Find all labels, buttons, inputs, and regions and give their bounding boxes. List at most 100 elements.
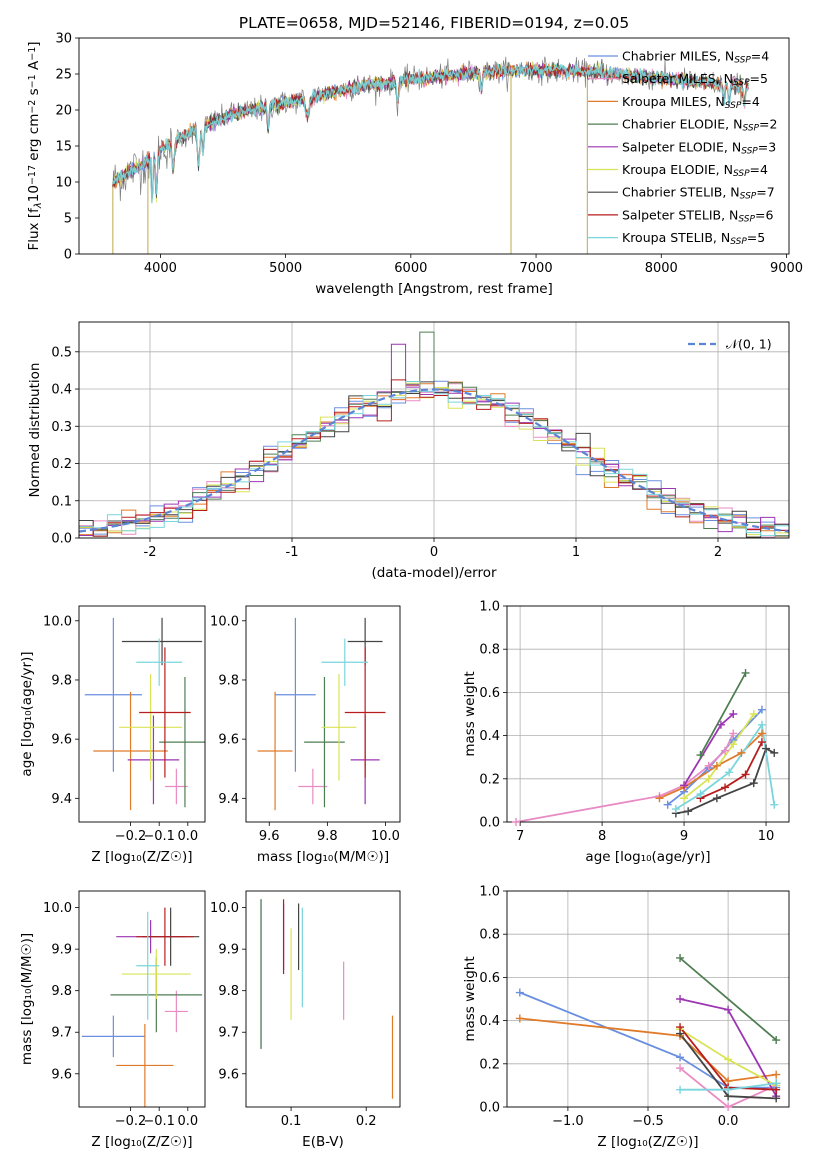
legend-nssp: 3 [768,139,776,154]
y-axis-label-part: −1 [27,47,38,61]
legend-nssp: 4 [761,49,769,64]
y-tick-label: 9.4 [51,792,72,807]
y-tick-label: 25 [55,68,72,83]
plus-marker [676,995,685,1003]
legend-nssp: 2 [769,117,777,132]
legend-n-sub: SSP [725,101,742,111]
plus-marker [729,729,738,738]
legend-n-sub: SSP [742,124,759,134]
hist-chabrier-elodie [79,331,789,537]
legend-nssp: 7 [767,185,775,200]
plus-marker [684,807,693,816]
legend-eq: = [759,117,769,132]
y-tick-label: 0.6 [479,971,500,986]
plus-marker [712,794,721,803]
plot-area [112,56,749,254]
y-tick-label: 9.6 [51,733,72,748]
y-tick-label: 9.8 [51,673,72,688]
legend-nssp: 4 [752,94,760,109]
x-axis-label: Z [log₁₀(Z/Z☉)] [597,1134,698,1150]
plus-marker [749,779,758,788]
y-tick-label: 0.0 [51,532,72,547]
plus-marker [724,1103,733,1111]
legend-name: Kroupa STELIB [622,230,713,245]
y-tick-label: 9.7 [218,1026,239,1041]
x-tick-label: −0.1 [143,829,175,844]
legend-name: Kroupa MILES [622,94,708,109]
x-tick-label: 1 [572,545,580,560]
plus-marker [663,800,672,809]
legend-eq: = [747,230,757,245]
x-tick-label: 9 [680,829,688,844]
y-axis-label-part: λ [33,202,44,209]
y-tick-label: 0.2 [479,772,500,787]
plus-marker [772,1094,781,1103]
y-tick-label: 10 [55,176,72,191]
y-tick-label: 10.0 [43,901,72,916]
legend-n: , N [716,71,733,86]
y-tick-label: 0.4 [479,1014,500,1029]
y-tick-label: 0.5 [51,345,72,360]
plus-marker [515,988,524,997]
legend-n-sub: SSP [738,215,755,225]
y-tick-label: 0.0 [479,1101,500,1116]
panel-8: −1.0 −0.5 0.0 0.0 0.2 0.4 0.6 0.8 1.0 Z [log₁₀(Z/… [462,885,790,1150]
x-tick-label: 7 [516,829,524,844]
legend-nssp: 5 [757,230,765,245]
y-tick-label: 10.0 [43,614,72,629]
legend-n-sub: SSP [740,192,757,202]
panel-5: 7 8 9 10 0.0 0.2 0.4 0.6 0.8 1.0 age [log₁₀(age/yr… [462,600,790,865]
y-axis-label: mass weight [462,671,478,756]
plus-marker [724,1085,733,1094]
y-axis-label: age [log₁₀(age/yr)] [19,651,35,776]
legend-name: Salpeter STELIB [622,207,721,222]
y-tick-label: 30 [55,32,72,47]
axes-frame [78,890,206,1108]
plus-marker [704,761,713,770]
legend-n: , N [724,139,741,154]
legend-n-sub: SSP [730,237,747,247]
y-tick-label: 9.6 [218,733,239,748]
weight-line-chabrier-elodie [699,672,747,756]
x-tick-label: 8000 [645,261,678,276]
plus-marker [757,729,766,738]
panel-6: −0.2−0.1 0.0 9.6 9.7 9.8 9.9 10.0 Z [log₁₀(Z/Z☉… [19,890,206,1150]
y-tick-label: 9.4 [218,792,239,807]
y-tick-label: 0.2 [479,1057,500,1072]
legend-n: , N [725,117,742,132]
y-axis-label: mass weight [462,956,478,1041]
plot-area [79,331,789,538]
y-tick-label: 0.6 [479,686,500,701]
x-tick-label: −0.2 [115,1114,147,1129]
y-tick-label: 9.9 [51,943,72,958]
y-axis-label-part: ] [26,41,42,46]
panel-1: 4000 5000 6000 7000 8000 9000051015202530wave… [26,32,803,298]
x-axis-label: Z [log₁₀(Z/Z☉)] [91,1134,192,1150]
plus-marker [762,744,771,753]
plot-area [81,907,203,1107]
x-axis-label: mass [log₁₀(M/M☉)] [257,849,389,865]
x-tick-label: 6000 [394,261,427,276]
plus-marker [515,1014,524,1023]
plus-marker [655,794,664,803]
legend-eq: = [741,94,751,109]
plus-marker [671,805,680,814]
x-tick-label: −1.0 [552,1114,584,1129]
plus-marker [729,710,738,718]
x-tick-label: 4000 [144,261,177,276]
plot-area [257,617,386,811]
weight-line-salpeter-stelib [700,741,763,800]
plus-marker [676,1085,685,1094]
plus-marker [676,953,685,962]
legend-entry: Salpeter ELODIE, NSSP=3 [622,139,776,156]
legend-eq: = [751,49,761,64]
x-tick-label: 0.0 [177,1114,198,1129]
legend-n: , N [713,230,730,245]
weight-line-chabrier-elodie [679,957,777,1041]
legend-entry: Kroupa MILES, NSSP=4 [622,94,760,111]
x-tick-label: 0.2 [356,1114,377,1129]
y-tick-label: 1.0 [479,885,500,900]
y-tick-label: 0.8 [479,643,500,658]
legend-eq: = [755,207,765,222]
